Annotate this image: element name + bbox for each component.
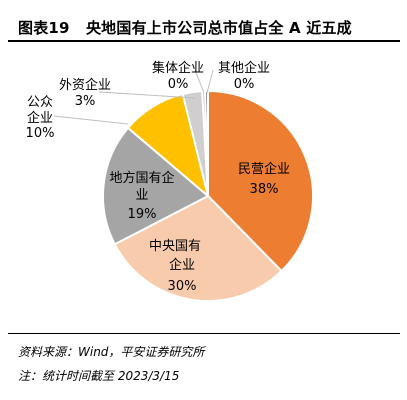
leader-line-7: [206, 69, 214, 94]
slice-name-label-4: 企业: [27, 110, 53, 126]
source-note: 资料来源：Wind，平安证券研究所: [18, 345, 205, 359]
slice-value-label-4: 10%: [26, 126, 55, 141]
slice-name-label-2: 企业: [169, 257, 195, 273]
slice-name-label-3: 地方国有企: [109, 170, 174, 186]
slice-name-label-3: 业: [135, 188, 148, 203]
slice-value-label-7: 0%: [234, 77, 255, 92]
leader-line-5: [98, 91, 196, 99]
title-rule: [8, 40, 400, 42]
leader-line-4: [53, 115, 129, 125]
slice-value-label-2: 30%: [168, 279, 197, 294]
slice-name-label-4: 公众: [27, 95, 53, 110]
slice-name-label-7: 其他企业: [218, 60, 270, 76]
pie-slice-2: [113, 194, 283, 302]
slice-value-label-6: 0%: [168, 77, 189, 92]
slice-value-label-1: 38%: [250, 182, 279, 197]
footnote: 注：统计时间截至 2023/3/15: [18, 369, 180, 383]
slice-name-label-2: 中央国有: [149, 239, 201, 254]
slice-value-label-3: 19%: [128, 207, 157, 222]
pie-slice-1: [207, 89, 315, 273]
figure-title-bar: 图表19 央地国有上市公司总市值占全 A 近五成: [8, 13, 401, 37]
slice-name-label-5: 外资企业: [59, 77, 111, 93]
footer-rule: [8, 333, 400, 334]
slice-value-label-5: 3%: [75, 94, 96, 109]
leader-line-6: [194, 69, 205, 94]
pie-chart: 民营企业38%中央国有企业30%地方国有企业19%公众企业10%外资企业3%集体…: [26, 60, 315, 302]
slice-name-label-1: 民营企业: [238, 161, 290, 177]
pie-slice-3: [102, 126, 210, 246]
slice-name-label-6: 集体企业: [152, 60, 204, 76]
figure-title: 图表19 央地国有上市公司总市值占全 A 近五成: [18, 19, 352, 37]
